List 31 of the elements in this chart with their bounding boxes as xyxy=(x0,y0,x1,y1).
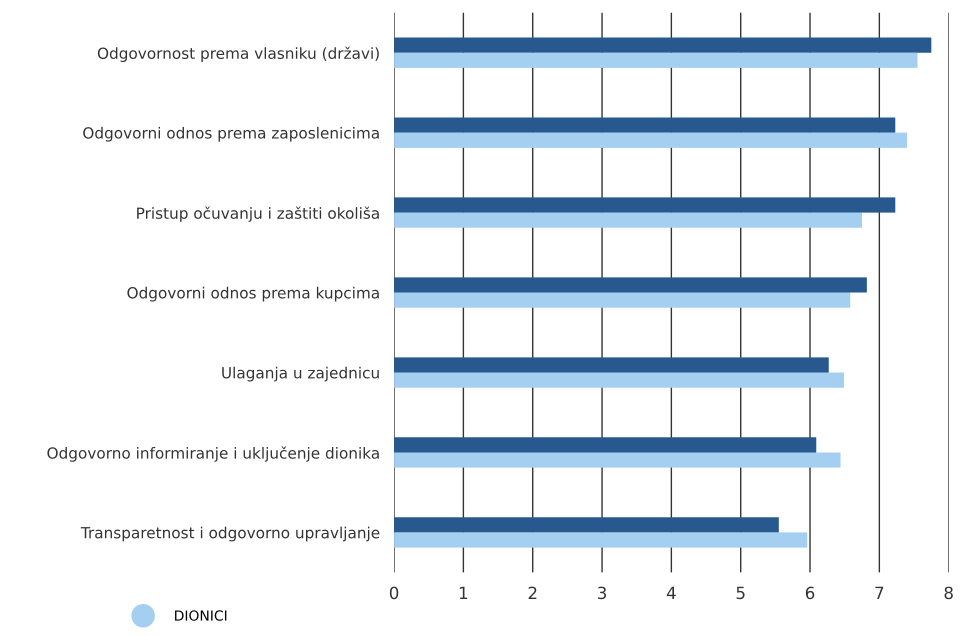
bar xyxy=(394,52,918,68)
legend-label: DIONICI xyxy=(175,610,226,621)
x-tick-label: 4 xyxy=(666,586,676,599)
y-tick-label: Odgovorni odnos prema zaposlenicima xyxy=(83,126,379,142)
bar xyxy=(394,532,808,548)
bar xyxy=(394,437,816,452)
y-tick-label: Odgovornost prema vlasniku (državi) xyxy=(98,46,379,62)
bar xyxy=(394,452,841,468)
bar xyxy=(394,197,896,213)
y-tick-label: Ulaganja u zajednicu xyxy=(222,366,379,382)
x-tick-label: 1 xyxy=(460,586,468,599)
bar xyxy=(394,212,862,228)
x-tick-label: 0 xyxy=(390,586,398,600)
bar xyxy=(394,117,896,133)
bar xyxy=(394,372,844,388)
y-tick-label: Transparetnost i odgovorno upravljanje xyxy=(80,526,380,542)
x-tick-label: 7 xyxy=(875,586,884,599)
bar xyxy=(394,292,850,308)
x-tick-label: 5 xyxy=(736,586,745,600)
x-tick-label: 2 xyxy=(528,586,536,599)
x-tick-label: 8 xyxy=(944,586,953,600)
y-tick-label: Odgovorni odnos prema kupcima xyxy=(127,286,379,302)
bar xyxy=(394,132,908,148)
bar xyxy=(394,38,932,53)
bar xyxy=(394,277,867,293)
y-tick-label: Odgovorno informiranje i uključenje dionika xyxy=(47,446,379,462)
bar xyxy=(394,517,779,532)
y-tick-label: Pristup očuvanju i zaštiti okoliša xyxy=(137,206,379,222)
x-tick-label: 3 xyxy=(598,586,606,600)
bar xyxy=(394,357,829,373)
x-tick-label: 6 xyxy=(806,586,814,600)
